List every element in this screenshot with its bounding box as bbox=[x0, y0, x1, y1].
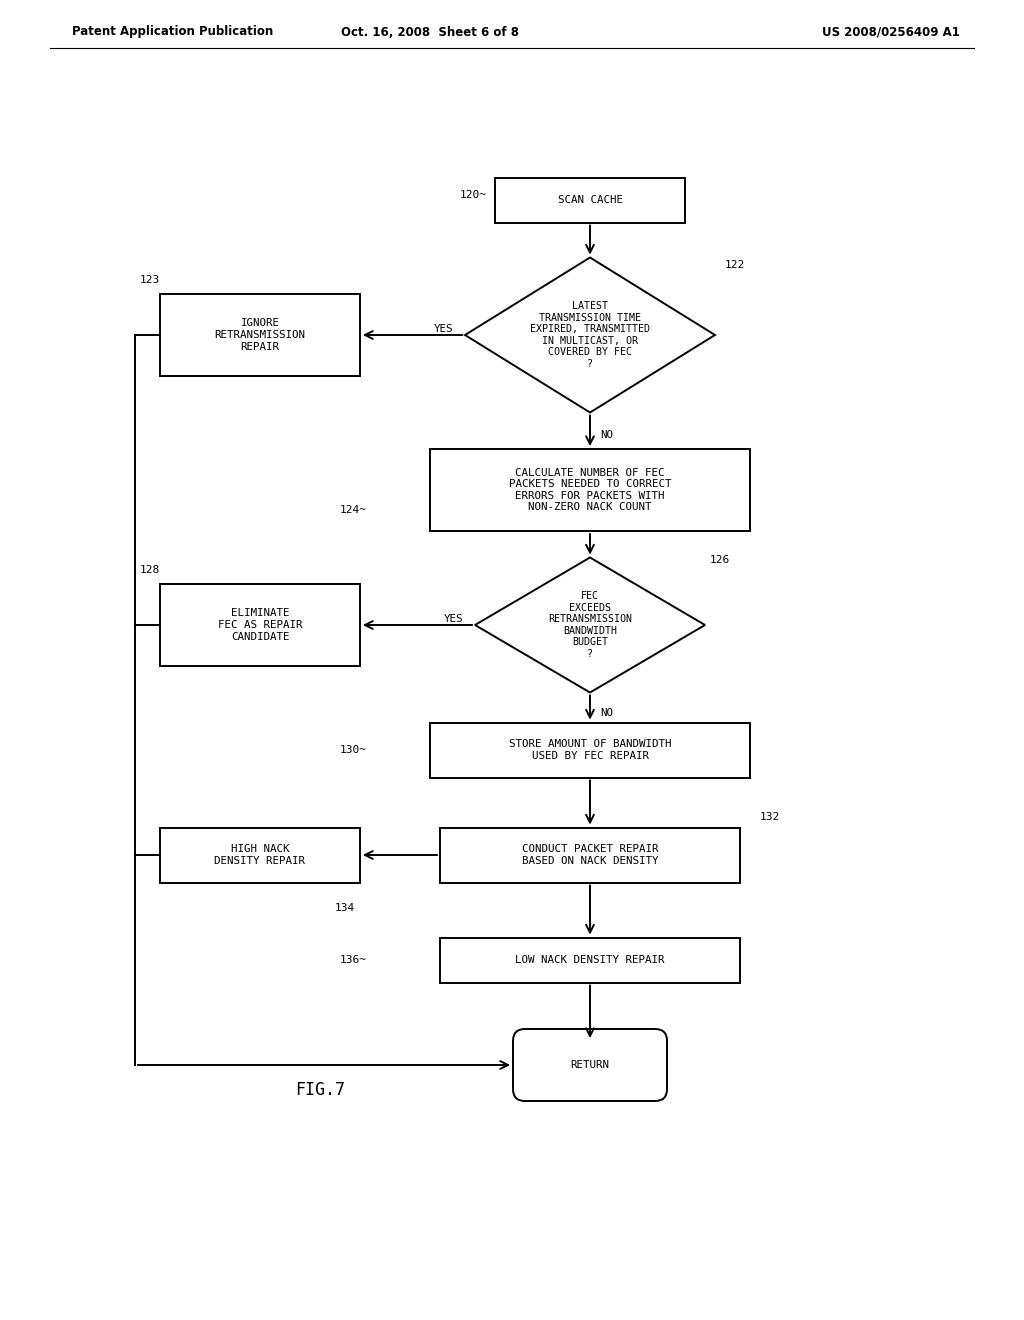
Polygon shape bbox=[475, 557, 705, 693]
Text: 126: 126 bbox=[710, 554, 730, 565]
FancyBboxPatch shape bbox=[430, 449, 750, 531]
Text: YES: YES bbox=[433, 323, 453, 334]
Text: 128: 128 bbox=[140, 565, 160, 576]
Text: CONDUCT PACKET REPAIR
BASED ON NACK DENSITY: CONDUCT PACKET REPAIR BASED ON NACK DENS… bbox=[522, 845, 658, 866]
Text: RETURN: RETURN bbox=[570, 1060, 609, 1071]
Text: ELIMINATE
FEC AS REPAIR
CANDIDATE: ELIMINATE FEC AS REPAIR CANDIDATE bbox=[218, 609, 302, 642]
Text: 134: 134 bbox=[335, 903, 355, 913]
Text: FEC
EXCEEDS
RETRANSMISSION
BANDWIDTH
BUDGET
?: FEC EXCEEDS RETRANSMISSION BANDWIDTH BUD… bbox=[548, 591, 632, 659]
FancyBboxPatch shape bbox=[440, 828, 740, 883]
FancyBboxPatch shape bbox=[160, 294, 360, 376]
Text: 132: 132 bbox=[760, 812, 780, 822]
FancyBboxPatch shape bbox=[513, 1030, 667, 1101]
FancyBboxPatch shape bbox=[160, 828, 360, 883]
Text: LOW NACK DENSITY REPAIR: LOW NACK DENSITY REPAIR bbox=[515, 954, 665, 965]
Text: STORE AMOUNT OF BANDWIDTH
USED BY FEC REPAIR: STORE AMOUNT OF BANDWIDTH USED BY FEC RE… bbox=[509, 739, 672, 760]
Text: 120~: 120~ bbox=[460, 190, 487, 201]
Text: 123: 123 bbox=[140, 275, 160, 285]
Polygon shape bbox=[465, 257, 715, 413]
Text: SCAN CACHE: SCAN CACHE bbox=[557, 195, 623, 205]
Text: LATEST
TRANSMISSION TIME
EXPIRED, TRANSMITTED
IN MULTICAST, OR
COVERED BY FEC
?: LATEST TRANSMISSION TIME EXPIRED, TRANSM… bbox=[530, 301, 650, 370]
FancyBboxPatch shape bbox=[440, 937, 740, 982]
FancyBboxPatch shape bbox=[160, 583, 360, 667]
Text: Patent Application Publication: Patent Application Publication bbox=[72, 25, 273, 38]
Text: YES: YES bbox=[443, 614, 463, 624]
Text: HIGH NACK
DENSITY REPAIR: HIGH NACK DENSITY REPAIR bbox=[214, 845, 305, 866]
Text: 124~: 124~ bbox=[340, 506, 367, 515]
Text: 130~: 130~ bbox=[340, 744, 367, 755]
Text: NO: NO bbox=[600, 709, 613, 718]
Text: US 2008/0256409 A1: US 2008/0256409 A1 bbox=[822, 25, 961, 38]
FancyBboxPatch shape bbox=[430, 722, 750, 777]
Text: Oct. 16, 2008  Sheet 6 of 8: Oct. 16, 2008 Sheet 6 of 8 bbox=[341, 25, 519, 38]
Text: FIG.7: FIG.7 bbox=[295, 1081, 345, 1100]
Text: 122: 122 bbox=[725, 260, 745, 271]
FancyBboxPatch shape bbox=[495, 177, 685, 223]
Text: NO: NO bbox=[600, 430, 613, 441]
Text: CALCULATE NUMBER OF FEC
PACKETS NEEDED TO CORRECT
ERRORS FOR PACKETS WITH
NON-ZE: CALCULATE NUMBER OF FEC PACKETS NEEDED T… bbox=[509, 467, 672, 512]
Text: IGNORE
RETRANSMISSION
REPAIR: IGNORE RETRANSMISSION REPAIR bbox=[214, 318, 305, 351]
Text: 136~: 136~ bbox=[340, 954, 367, 965]
